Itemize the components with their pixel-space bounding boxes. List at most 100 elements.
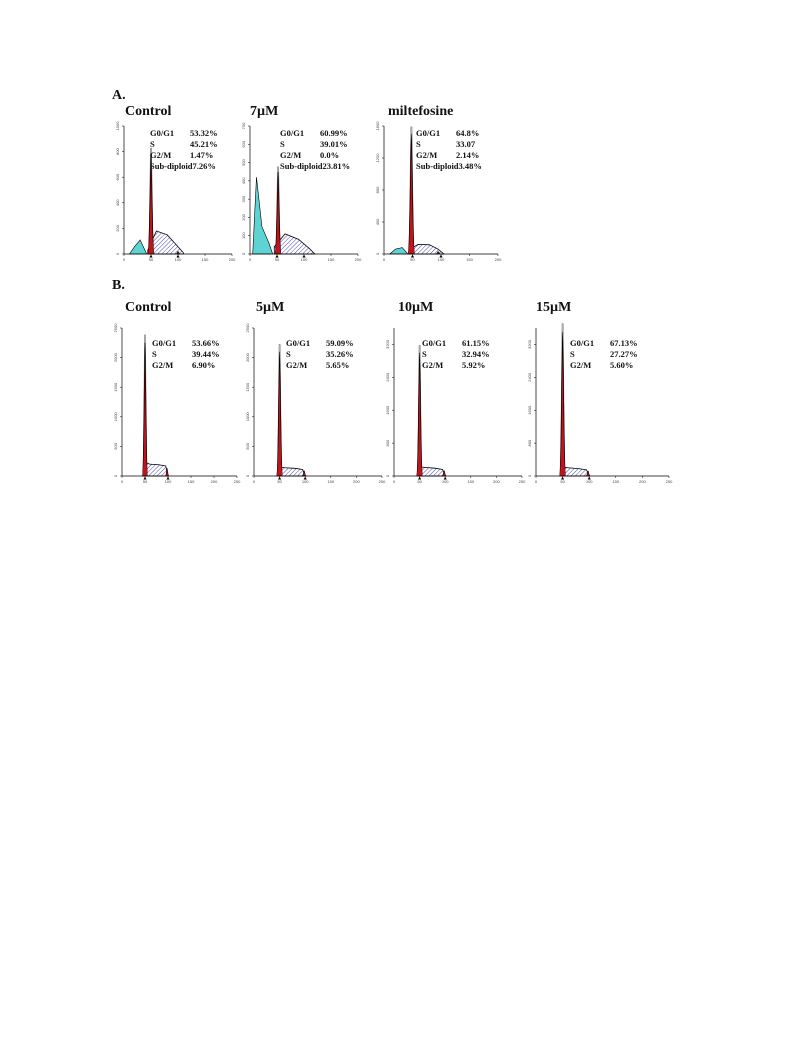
stat-row: S 45.21% bbox=[150, 139, 218, 150]
y-tick-label: 1000 bbox=[113, 412, 118, 422]
stat-row: S 27.27% bbox=[570, 349, 638, 360]
panel-title: 10µM bbox=[398, 300, 434, 315]
stat-value: 45.21% bbox=[190, 139, 218, 149]
peak-marker bbox=[587, 476, 591, 480]
x-tick-label: 150 bbox=[467, 479, 474, 484]
histogram-chart: 0 800 1600 2400 3200 0 50 100 150 200 250 bbox=[527, 323, 673, 484]
y-tick-label: 1000 bbox=[245, 412, 250, 422]
stat-name: G2/M bbox=[152, 360, 174, 370]
panel-title: 15µM bbox=[536, 300, 572, 315]
y-tick-label: 500 bbox=[113, 442, 118, 449]
y-tick-label: 300 bbox=[241, 195, 246, 202]
x-tick-label: 150 bbox=[612, 479, 619, 484]
x-tick-label: 100 bbox=[165, 479, 172, 484]
peak-marker bbox=[176, 254, 180, 258]
peak-marker bbox=[443, 476, 447, 480]
x-tick-label: 100 bbox=[302, 479, 309, 484]
stat-row: S 39.01% bbox=[280, 139, 350, 150]
phase-stats: G0/G1 53.32% S 45.21% G2/M 1.47% Sub-diploid 7… bbox=[150, 128, 218, 172]
x-tick-label: 0 bbox=[121, 479, 124, 484]
x-tick-label: 150 bbox=[327, 479, 334, 484]
peak-marker bbox=[303, 476, 307, 480]
histogram-chart: 0 100 200 300 400 500 600 700 0 50 100 150 200 bbox=[241, 122, 362, 262]
stat-name: Sub-diploid bbox=[416, 161, 459, 171]
y-tick-label: 200 bbox=[241, 213, 246, 220]
peak-marker bbox=[275, 254, 279, 258]
y-tick-label: 500 bbox=[245, 442, 250, 449]
y-tick-label: 0 bbox=[245, 474, 250, 477]
stat-name: G0/G1 bbox=[570, 338, 595, 348]
y-tick-label: 3200 bbox=[527, 339, 532, 349]
stat-row: G0/G1 61.15% bbox=[422, 338, 490, 349]
y-tick-label: 800 bbox=[115, 147, 120, 154]
x-tick-label: 0 bbox=[123, 257, 126, 262]
y-tick-label: 500 bbox=[241, 158, 246, 165]
stat-name: G2/M bbox=[280, 150, 302, 160]
stat-value: 33.07 bbox=[456, 139, 476, 149]
x-tick-label: 200 bbox=[493, 479, 500, 484]
peak-marker bbox=[143, 476, 147, 480]
x-tick-label: 200 bbox=[639, 479, 646, 484]
stat-value: 0.0% bbox=[320, 150, 340, 160]
x-tick-label: 200 bbox=[355, 257, 362, 262]
stat-row: G2/M 2.14% bbox=[416, 150, 482, 161]
y-tick-label: 1500 bbox=[245, 382, 250, 392]
stat-row: G0/G1 59.09% bbox=[286, 338, 354, 349]
stat-name: G2/M bbox=[286, 360, 308, 370]
stat-value: 67.13% bbox=[610, 338, 638, 348]
panel-a-miltefosine: miltefosine 0 400 800 1200 1600 0 50 100 150 200 … bbox=[375, 104, 508, 274]
stat-row: G2/M 5.65% bbox=[286, 360, 354, 371]
g1-peak bbox=[147, 153, 155, 255]
g2m-peak bbox=[301, 470, 307, 477]
x-tick-label: 150 bbox=[466, 257, 473, 262]
peak-marker bbox=[439, 254, 443, 258]
g1-peak bbox=[407, 133, 416, 255]
stat-row: G2/M 5.60% bbox=[570, 360, 638, 371]
x-tick-label: 250 bbox=[519, 479, 526, 484]
stat-row: G0/G1 53.66% bbox=[152, 338, 220, 349]
x-tick-label: 150 bbox=[328, 257, 335, 262]
y-tick-label: 600 bbox=[241, 140, 246, 147]
panel-title: miltefosine bbox=[388, 104, 454, 119]
y-tick-label: 2500 bbox=[113, 323, 118, 333]
y-tick-label: 400 bbox=[241, 177, 246, 184]
stat-row: G2/M 0.0% bbox=[280, 150, 350, 161]
stat-value: 2.14% bbox=[456, 150, 480, 160]
stat-value: 53.32% bbox=[190, 128, 218, 138]
y-tick-label: 0 bbox=[115, 252, 120, 255]
histogram-chart: 0 500 1000 1500 2000 2500 0 50 100 150 200 250 bbox=[113, 323, 241, 484]
stat-value: 5.60% bbox=[610, 360, 634, 370]
panel-title: Control bbox=[125, 300, 172, 315]
phase-stats: G0/G1 53.66% S 39.44% G2/M 6.90% bbox=[152, 338, 220, 371]
y-tick-label: 3200 bbox=[385, 339, 390, 349]
g1-peak bbox=[559, 331, 567, 477]
stat-row: G0/G1 53.32% bbox=[150, 128, 218, 139]
g2m-peak bbox=[585, 470, 591, 477]
stat-value: 59.09% bbox=[326, 338, 354, 348]
stat-value: 39.44% bbox=[192, 349, 220, 359]
x-tick-label: 50 bbox=[417, 479, 422, 484]
stat-name: S bbox=[280, 139, 285, 149]
stat-name: G2/M bbox=[416, 150, 438, 160]
y-tick-label: 1200 bbox=[375, 153, 380, 163]
stat-value: 6.90% bbox=[192, 360, 216, 370]
stat-row: G0/G1 64.8% bbox=[416, 128, 482, 139]
y-tick-label: 1000 bbox=[115, 121, 120, 131]
stat-row: S 32.94% bbox=[422, 349, 490, 360]
phase-stats: G0/G1 59.09% S 35.26% G2/M 5.65% bbox=[286, 338, 354, 371]
y-tick-label: 400 bbox=[375, 218, 380, 225]
panel-title: 7µM bbox=[250, 104, 279, 119]
stat-name: G0/G1 bbox=[422, 338, 447, 348]
stat-name: S bbox=[416, 139, 421, 149]
stat-name: Sub-diploid bbox=[150, 161, 193, 171]
stat-name: G2/M bbox=[150, 150, 172, 160]
peak-marker bbox=[418, 476, 422, 480]
stat-value: 64.8% bbox=[456, 128, 480, 138]
panel-b-5um: 5µM 0 500 1000 1500 2000 2500 0 50 100 150 200 250 … bbox=[244, 300, 386, 500]
x-tick-label: 200 bbox=[495, 257, 502, 262]
stat-row: S 35.26% bbox=[286, 349, 354, 360]
stat-name: G0/G1 bbox=[280, 128, 305, 138]
sub-diploid-area bbox=[252, 177, 274, 255]
stat-name: Sub-diploid bbox=[280, 161, 323, 171]
y-tick-label: 0 bbox=[385, 474, 390, 477]
